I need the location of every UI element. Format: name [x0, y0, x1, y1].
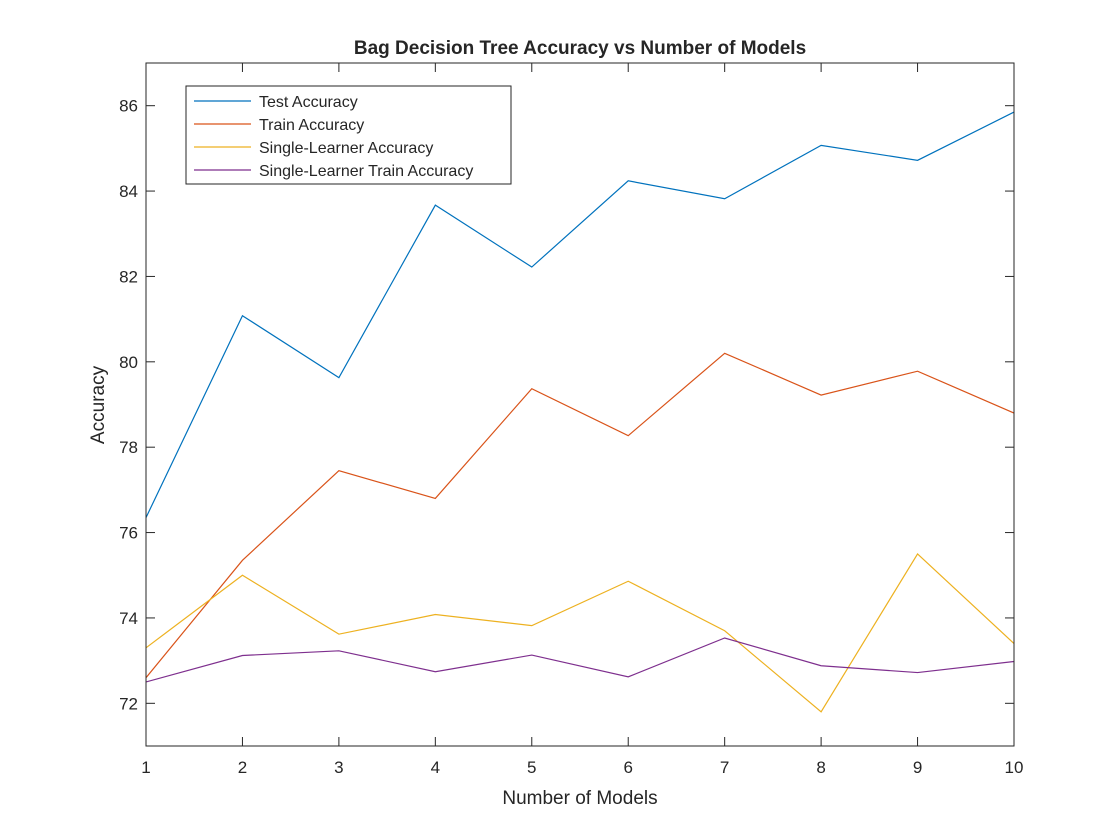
x-tick-label: 9 — [913, 758, 922, 777]
y-tick-label: 76 — [119, 524, 138, 543]
y-tick-label: 86 — [119, 97, 138, 116]
y-tick-label: 78 — [119, 438, 138, 457]
x-tick-label: 6 — [623, 758, 632, 777]
y-tick-label: 84 — [119, 182, 138, 201]
x-tick-label: 7 — [720, 758, 729, 777]
x-tick-label: 8 — [816, 758, 825, 777]
x-tick-label: 10 — [1005, 758, 1024, 777]
legend-box — [185, 85, 512, 185]
x-axis-label: Number of Models — [502, 788, 657, 809]
y-axis-label: Accuracy — [88, 365, 109, 444]
series-layer — [146, 111, 1014, 713]
series-line-2 — [146, 352, 1014, 679]
plot-area-border — [145, 62, 1015, 747]
y-tick-label: 74 — [119, 609, 138, 628]
x-tick-label: 4 — [431, 758, 440, 777]
x-tick-label: 3 — [334, 758, 343, 777]
chart-title: Bag Decision Tree Accuracy vs Number of … — [354, 38, 806, 59]
legend-entry: Train Accuracy — [259, 117, 364, 134]
x-tick-label: 5 — [527, 758, 536, 777]
series-line-1 — [146, 111, 1014, 518]
legend-entry: Single-Learner Accuracy — [259, 140, 433, 157]
series-line-3 — [146, 552, 1014, 713]
series-line-4 — [146, 637, 1014, 683]
y-tick-label: 80 — [119, 353, 138, 372]
y-tick-label: 72 — [119, 694, 138, 713]
x-tick-label: 1 — [141, 758, 150, 777]
y-tick-label: 82 — [119, 267, 138, 286]
legend-entry: Single-Learner Train Accuracy — [259, 163, 473, 180]
legend-entry: Test Accuracy — [259, 94, 358, 111]
x-tick-label: 2 — [238, 758, 247, 777]
legend: Test Accuracy Train Accuracy Single-Learne… — [185, 85, 512, 185]
